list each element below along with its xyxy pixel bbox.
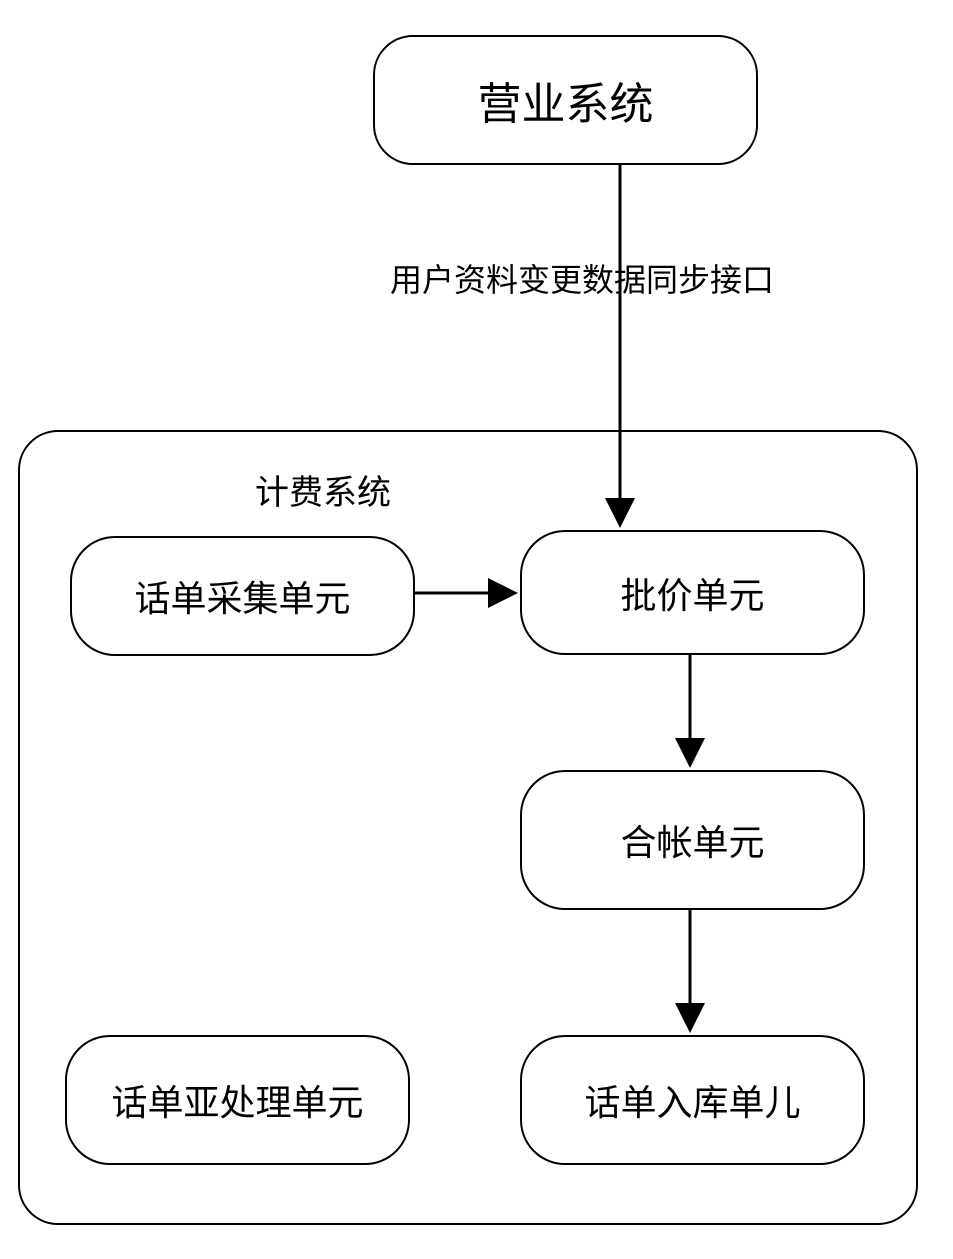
node-pricing-label: 批价单元	[620, 567, 764, 619]
node-storage: 话单入库单儿	[520, 1035, 865, 1165]
node-merge-label: 合帐单元	[620, 814, 764, 866]
node-reprocess: 话单亚处理单元	[65, 1035, 410, 1165]
node-collect-label: 话单采集单元	[134, 570, 350, 622]
node-collect: 话单采集单元	[70, 536, 415, 656]
node-business-system: 营业系统	[373, 35, 758, 165]
edge-label-sync-interface: 用户资料变更数据同步接口	[390, 255, 774, 301]
node-merge: 合帐单元	[520, 770, 865, 910]
node-pricing: 批价单元	[520, 530, 865, 655]
node-reprocess-label: 话单亚处理单元	[111, 1074, 363, 1126]
node-business-system-label: 营业系统	[478, 68, 654, 132]
container-billing-system-title: 计费系统	[255, 465, 391, 514]
node-storage-label: 话单入库单儿	[584, 1074, 800, 1126]
